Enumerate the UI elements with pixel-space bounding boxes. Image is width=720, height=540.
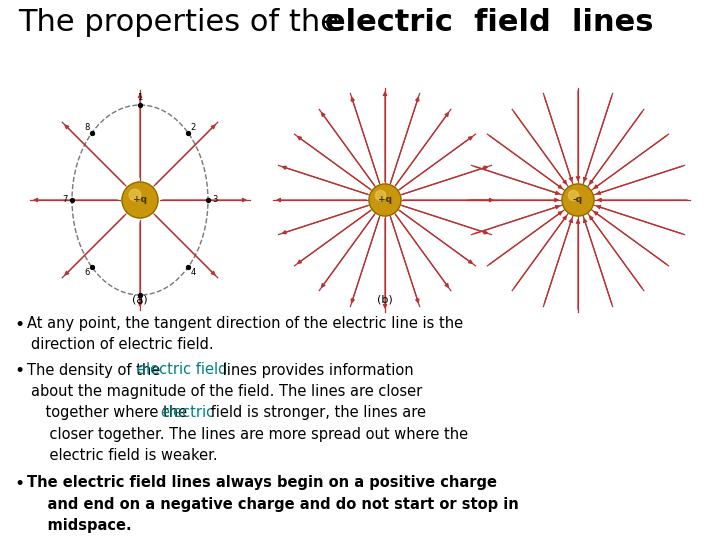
Text: 3: 3 xyxy=(212,195,217,205)
Text: The density of the: The density of the xyxy=(27,362,165,377)
Text: +q: +q xyxy=(378,195,392,205)
Text: 6: 6 xyxy=(84,268,90,276)
Text: 8: 8 xyxy=(84,123,90,132)
Text: 7: 7 xyxy=(63,195,68,205)
Text: •: • xyxy=(14,316,24,334)
Text: lines provides information: lines provides information xyxy=(217,362,413,377)
Circle shape xyxy=(562,184,594,216)
Text: 4: 4 xyxy=(190,268,196,276)
Text: 5: 5 xyxy=(138,298,143,307)
Text: 2: 2 xyxy=(190,123,196,132)
Text: +q: +q xyxy=(133,195,147,205)
Text: electric  field  lines: electric field lines xyxy=(325,8,654,37)
Text: The properties of the: The properties of the xyxy=(18,8,348,37)
Text: electric field is weaker.: electric field is weaker. xyxy=(31,448,217,463)
Text: •: • xyxy=(14,362,24,381)
Circle shape xyxy=(568,191,579,201)
Text: together where the: together where the xyxy=(27,406,192,420)
Text: -q: -q xyxy=(573,195,583,205)
Text: electric: electric xyxy=(160,406,214,420)
Text: •: • xyxy=(14,475,24,493)
Circle shape xyxy=(129,189,140,201)
Text: 1: 1 xyxy=(138,93,143,103)
Text: electric field: electric field xyxy=(137,362,228,377)
Text: (a): (a) xyxy=(132,295,148,305)
Text: field is stronger, the lines are: field is stronger, the lines are xyxy=(206,406,426,420)
Text: (b): (b) xyxy=(377,295,393,305)
Circle shape xyxy=(375,191,386,201)
Text: and end on a negative charge and do not start or stop in: and end on a negative charge and do not … xyxy=(27,497,518,512)
Circle shape xyxy=(369,184,401,216)
Text: At any point, the tangent direction of the electric line is the: At any point, the tangent direction of t… xyxy=(27,316,463,331)
Text: direction of electric field.: direction of electric field. xyxy=(31,338,214,353)
Circle shape xyxy=(122,182,158,218)
Text: midspace.: midspace. xyxy=(27,518,132,534)
Text: about the magnitude of the field. The lines are closer: about the magnitude of the field. The li… xyxy=(31,384,422,399)
Text: closer together. The lines are more spread out where the: closer together. The lines are more spre… xyxy=(31,427,468,442)
Text: The electric field lines always begin on a positive charge: The electric field lines always begin on… xyxy=(27,475,497,490)
